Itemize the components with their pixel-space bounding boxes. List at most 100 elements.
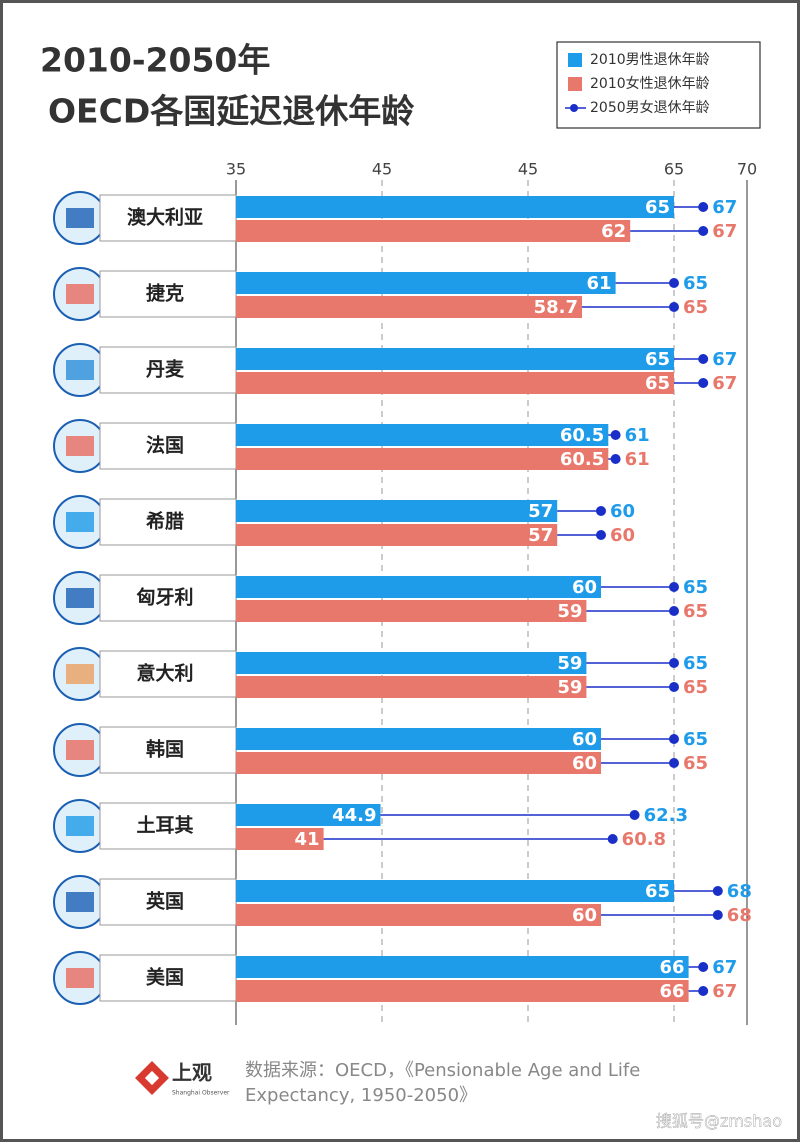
country-icon <box>66 968 94 988</box>
bar <box>236 828 324 850</box>
category-label: 土耳其 <box>136 815 193 837</box>
bar <box>236 220 631 242</box>
label-box <box>99 270 237 318</box>
category-label: 英国 <box>146 890 184 913</box>
bar <box>236 196 674 218</box>
x-tick-label: 45 <box>518 160 538 179</box>
label-box <box>99 194 237 242</box>
value-label: 57 <box>528 501 553 522</box>
footer-logo: 上观 Shanghai Observer <box>135 1061 230 1097</box>
bar <box>236 880 674 902</box>
dot-2050 <box>669 682 679 692</box>
dot-2050 <box>698 202 709 212</box>
source-text: 数据来源：OECD，《Pensionable Age and Life <box>245 1060 640 1081</box>
label-box <box>99 726 237 774</box>
legend-dot <box>570 104 578 112</box>
value-label: 62 <box>601 221 626 242</box>
dot-2050 <box>607 834 618 844</box>
value-label-2050: 65 <box>683 577 708 598</box>
bar <box>236 348 674 370</box>
value-label-2050: 67 <box>712 957 737 978</box>
value-label: 59 <box>557 601 582 622</box>
category-label: 丹麦 <box>146 358 185 381</box>
dot-2050 <box>698 986 709 996</box>
bar <box>236 956 689 978</box>
bar <box>236 500 558 522</box>
bar <box>236 980 689 1002</box>
bar <box>236 576 601 598</box>
category-label: 匈牙利 <box>136 586 193 609</box>
bar <box>236 524 558 546</box>
value-label: 66 <box>660 957 685 978</box>
bar <box>236 448 609 470</box>
bar <box>236 652 587 674</box>
dot-2050 <box>610 430 621 440</box>
legend-box <box>556 41 761 129</box>
dot-2050 <box>669 606 679 616</box>
value-label-2050: 67 <box>712 981 737 1002</box>
value-label: 44.9 <box>332 805 376 826</box>
bar <box>236 372 674 394</box>
bar <box>236 752 601 774</box>
country-icon <box>66 816 94 836</box>
category-label: 意大利 <box>136 662 193 685</box>
legend-label: 2050男女退休年龄 <box>590 99 710 116</box>
value-label-2050: 62.3 <box>644 805 688 826</box>
legend-swatch <box>568 53 582 67</box>
chart-title: 2010-2050年 <box>40 41 270 80</box>
dot-2050 <box>596 506 606 516</box>
value-label-2050: 67 <box>712 197 737 218</box>
value-label-2050: 67 <box>712 349 737 370</box>
chart-title: OECD各国延迟退休年龄 <box>48 92 415 131</box>
category-label: 美国 <box>146 966 184 989</box>
dot-2050 <box>669 582 679 592</box>
value-label-2050: 60.8 <box>622 829 666 850</box>
value-label: 60 <box>572 905 597 926</box>
dot-2050 <box>712 886 723 896</box>
value-label-2050: 65 <box>683 753 708 774</box>
logo-sub: Shanghai Observer <box>172 1090 230 1097</box>
bar <box>236 728 601 750</box>
dot-2050 <box>610 454 621 464</box>
country-icon <box>66 892 94 912</box>
value-label: 65 <box>645 881 670 902</box>
value-label-2050: 60 <box>610 525 635 546</box>
value-label: 61 <box>587 273 612 294</box>
value-label-2050: 65 <box>683 297 708 318</box>
value-label-2050: 61 <box>625 425 650 446</box>
country-icon <box>66 436 94 456</box>
value-label: 57 <box>528 525 553 546</box>
bar <box>236 804 381 826</box>
value-label: 66 <box>660 981 685 1002</box>
label-box <box>99 802 237 850</box>
value-label: 41 <box>295 829 320 850</box>
dot-2050 <box>698 226 709 236</box>
dot-2050 <box>596 530 606 540</box>
value-label-2050: 67 <box>712 373 737 394</box>
country-icon <box>66 588 94 608</box>
category-label: 捷克 <box>146 282 184 305</box>
bar <box>236 676 587 698</box>
value-label: 60 <box>572 729 597 750</box>
value-label: 60 <box>572 753 597 774</box>
category-label: 澳大利亚 <box>127 206 203 229</box>
bar <box>236 904 601 926</box>
category-label: 希腊 <box>146 510 184 533</box>
dot-2050 <box>629 810 640 820</box>
x-tick-label: 70 <box>737 160 757 179</box>
value-label: 59 <box>557 653 582 674</box>
value-label-2050: 68 <box>727 905 752 926</box>
value-label: 65 <box>645 197 670 218</box>
bar <box>236 424 609 446</box>
x-tick-label: 35 <box>226 160 246 179</box>
label-box <box>99 346 237 394</box>
dot-2050 <box>669 302 679 312</box>
watermark: 搜狐号@zmshao <box>656 1112 782 1131</box>
value-label-2050: 65 <box>683 653 708 674</box>
logo-icon <box>144 1070 160 1086</box>
logo-text: 上观 <box>172 1061 212 1085</box>
value-label-2050: 61 <box>625 449 650 470</box>
value-label-2050: 67 <box>712 221 737 242</box>
